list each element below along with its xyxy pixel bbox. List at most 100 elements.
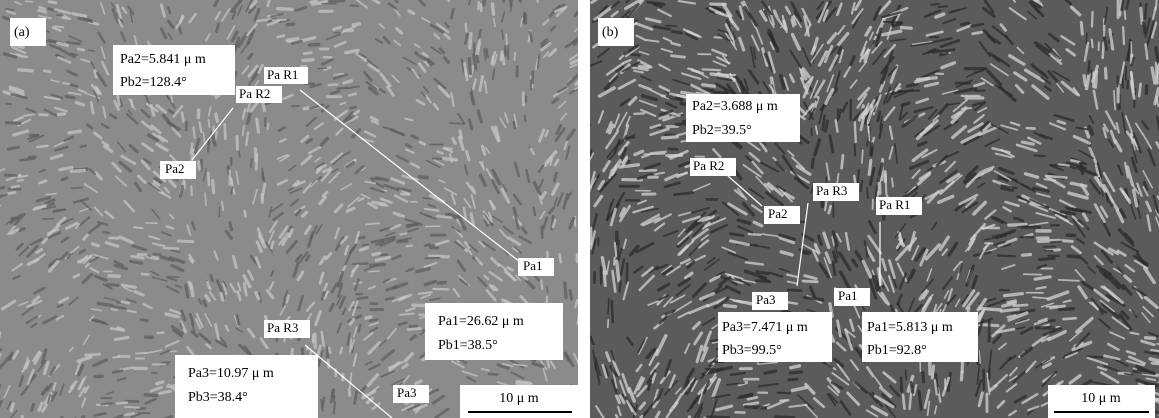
texture-stroke [91,102,93,113]
texture-stroke [287,39,298,41]
texture-stroke [788,290,801,291]
texture-stroke [855,122,856,142]
texture-stroke [287,24,294,25]
texture-stroke [70,85,77,87]
texture-stroke [980,308,1000,310]
texture-stroke [79,18,91,20]
texture-stroke [931,4,939,5]
texture-stroke [358,297,367,298]
texture-stroke [608,299,609,314]
texture-stroke [1034,155,1044,156]
texture-stroke [439,282,446,283]
scale-bar-text: 10 μ m [499,391,539,406]
point-label: Pa3 [397,385,417,400]
texture-stroke [614,258,615,265]
texture-stroke [1063,318,1075,319]
texture-stroke [131,100,132,107]
texture-stroke [1105,69,1106,79]
texture-stroke [503,55,504,64]
texture-stroke [344,81,351,83]
texture-stroke [615,243,616,256]
texture-stroke [237,316,239,325]
texture-stroke [273,20,286,21]
texture-stroke [560,254,561,262]
texture-stroke [1156,0,1157,10]
texture-stroke [208,173,209,185]
texture-stroke [58,114,64,115]
texture-stroke [373,253,380,254]
texture-stroke [180,187,182,197]
texture-stroke [243,126,244,135]
texture-stroke [554,173,556,181]
texture-stroke [1088,61,1089,74]
texture-stroke [56,26,64,27]
texture-stroke [182,113,184,122]
texture-stroke [225,124,226,139]
texture-stroke [349,389,350,395]
texture-stroke [420,142,425,144]
texture-stroke [829,206,831,213]
texture-stroke [239,151,240,156]
texture-stroke [1061,212,1074,214]
texture-stroke [251,159,252,167]
texture-stroke [1051,241,1062,242]
texture-stroke [92,244,98,246]
texture-stroke [359,237,364,238]
texture-stroke [334,27,341,29]
texture-stroke [366,317,371,318]
point-label: Pa1 [523,258,543,273]
texture-stroke [340,348,342,354]
texture-stroke [791,366,800,368]
texture-stroke [617,261,619,280]
texture-stroke [407,224,421,225]
texture-stroke [1040,258,1055,260]
texture-stroke [413,305,426,306]
texture-stroke [369,271,379,272]
texture-stroke [278,36,284,37]
texture-stroke [350,107,355,108]
texture-stroke [612,301,613,322]
texture-stroke [257,119,259,132]
measure-text: Pa2=3.688 μ m [692,99,778,114]
texture-stroke [360,248,367,250]
texture-stroke [1125,374,1132,375]
texture-stroke [44,71,50,72]
texture-stroke [112,309,118,310]
texture-stroke [1122,1,1124,10]
texture-stroke [1081,163,1083,173]
texture-stroke [869,160,871,174]
texture-stroke [803,281,817,282]
texture-stroke [663,137,678,138]
texture-stroke [168,7,170,12]
texture-stroke [373,202,385,204]
texture-stroke [208,120,209,127]
texture-stroke [906,370,907,379]
texture-stroke [303,60,313,61]
texture-stroke [204,301,206,306]
texture-stroke [565,283,566,298]
texture-stroke [37,146,47,147]
texture-stroke [466,24,467,32]
texture-stroke [1084,76,1085,86]
point-label: Pa R2 [693,158,724,173]
texture-stroke [216,114,217,121]
texture-stroke [128,311,136,312]
figure: (a) Pa2=5.841 μ m Pb2=128.4° Pa1=26.62 μ… [0,0,1159,418]
texture-stroke [191,144,193,154]
texture-stroke [450,154,451,162]
texture-stroke [116,337,128,339]
texture-stroke [66,96,74,97]
texture-stroke [893,23,901,25]
texture-stroke [640,170,656,171]
texture-stroke [287,296,289,303]
texture-stroke [604,272,605,286]
texture-stroke [578,316,579,324]
texture-stroke [998,255,1015,256]
texture-stroke [349,94,356,96]
texture-stroke [350,339,351,352]
texture-stroke [902,103,909,105]
texture-stroke [486,49,487,57]
point-label: Pa R1 [879,197,910,212]
texture-stroke [245,211,246,216]
texture-stroke [19,176,27,177]
